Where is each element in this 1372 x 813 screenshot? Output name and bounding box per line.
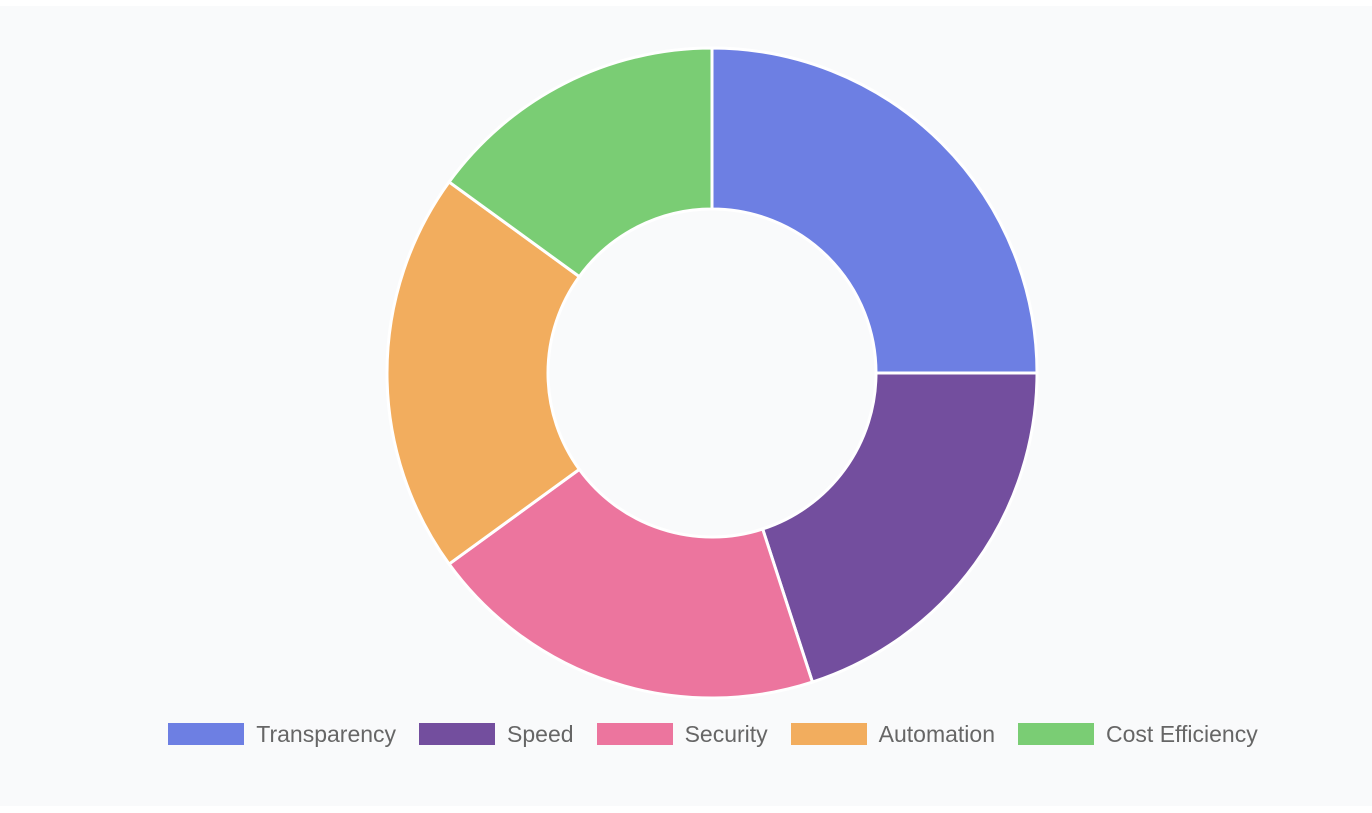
slice-security[interactable] [446, 467, 815, 700]
legend-label: Security [684, 720, 768, 747]
legend-item-transparency[interactable]: Transparency [168, 721, 396, 748]
chart-legend: Transparency Speed Security Automation Cost … [0, 718, 1372, 750]
slice-speed[interactable] [760, 371, 1039, 684]
legend-swatch [790, 723, 867, 745]
legend-label: Speed [507, 720, 574, 747]
legend-swatch [419, 723, 496, 745]
legend-label: Cost Efficiency [1106, 720, 1258, 747]
legend-item-speed[interactable]: Speed [419, 721, 574, 748]
legend-swatch [168, 723, 245, 745]
legend-item-automation[interactable]: Automation [790, 720, 996, 748]
legend-item-cost-efficiency[interactable]: Cost Efficiency [1018, 721, 1258, 748]
legend-item-security[interactable]: Security [596, 720, 768, 748]
slice-transparency[interactable] [710, 46, 1039, 375]
legend-label: Automation [878, 720, 996, 747]
slice-automation[interactable] [385, 179, 582, 567]
slice-cost-efficiency[interactable] [446, 46, 714, 279]
legend-swatch [1018, 723, 1095, 745]
legend-swatch [596, 723, 673, 745]
legend-label: Transparency [256, 720, 397, 747]
